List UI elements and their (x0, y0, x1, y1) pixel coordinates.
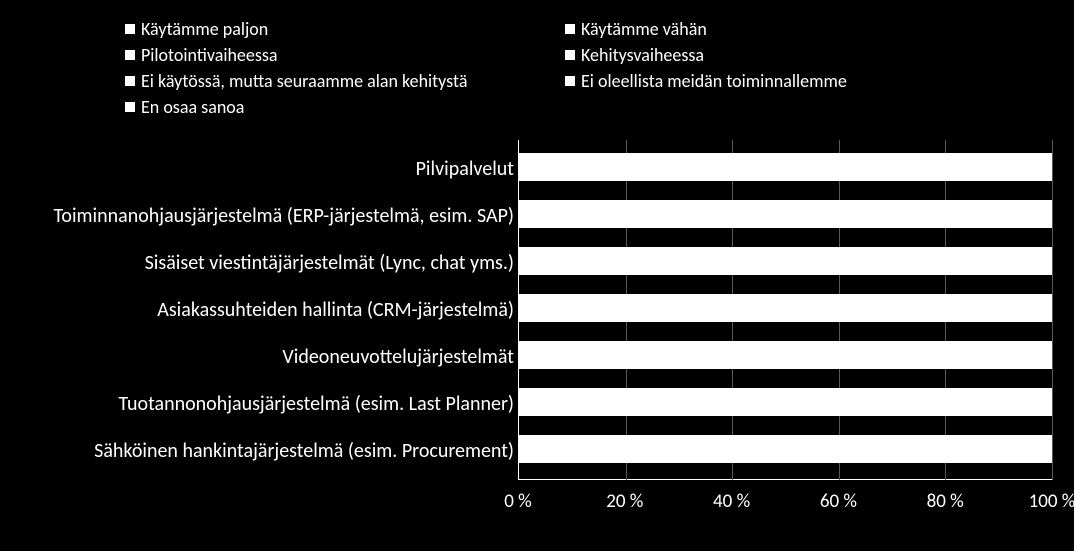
chart-bar (519, 153, 1052, 181)
legend-marker-icon (125, 24, 135, 34)
category-label: Sähköinen hankintajärjestelmä (esim. Pro… (0, 440, 514, 462)
x-axis-tick: 80 % (915, 490, 975, 513)
legend-item: En osaa sanoa (125, 96, 545, 118)
category-label: Asiakassuhteiden hallinta (CRM-järjestel… (0, 299, 514, 321)
legend-marker-icon (125, 102, 135, 112)
chart-bar (519, 388, 1052, 416)
legend-label: Ei käytössä, mutta seuraamme alan kehity… (141, 70, 467, 92)
legend-label: Ei oleellista meidän toiminnallemme (581, 70, 847, 92)
x-axis-tick: 60 % (808, 490, 868, 513)
x-axis-tick: 0 % (488, 490, 548, 513)
legend-marker-icon (565, 50, 575, 60)
chart-bar (519, 200, 1052, 228)
legend-marker-icon (125, 50, 135, 60)
chart-bar (519, 341, 1052, 369)
plot-area (518, 140, 1052, 480)
legend-marker-icon (565, 76, 575, 86)
legend-label: Käytämme paljon (141, 18, 268, 40)
x-axis-tick: 40 % (702, 490, 762, 513)
chart-bar (519, 247, 1052, 275)
category-label: Pilvipalvelut (0, 158, 514, 180)
category-label: Toiminnanohjausjärjestelmä (ERP-järjeste… (0, 205, 514, 227)
bar-chart: Pilvipalvelut Toiminnanohjausjärjestelmä… (0, 140, 1060, 540)
legend-label: Käytämme vähän (581, 18, 707, 40)
legend-item: Käytämme vähän (565, 18, 985, 40)
category-label: Videoneuvottelujärjestelmät (0, 346, 514, 368)
chart-bar (519, 294, 1052, 322)
legend-item: Pilotointivaiheessa (125, 44, 545, 66)
legend-item: Käytämme paljon (125, 18, 545, 40)
legend-item: Ei oleellista meidän toiminnallemme (565, 70, 985, 92)
legend-marker-icon (125, 76, 135, 86)
legend-label: Kehitysvaiheessa (581, 44, 704, 66)
legend-item: Kehitysvaiheessa (565, 44, 985, 66)
category-label: Sisäiset viestintäjärjestelmät (Lync, ch… (0, 252, 514, 274)
legend-label: Pilotointivaiheessa (141, 44, 278, 66)
category-label: Tuotannonohjausjärjestelmä (esim. Last P… (0, 393, 514, 415)
legend-label: En osaa sanoa (141, 96, 244, 118)
legend-item: Ei käytössä, mutta seuraamme alan kehity… (125, 70, 545, 92)
x-axis-tick: 20 % (595, 490, 655, 513)
gridline (1052, 140, 1053, 480)
chart-legend: Käytämme paljon Käytämme vähän Pilotoint… (125, 18, 1025, 122)
chart-bar (519, 435, 1052, 463)
x-axis-tick: 100 % (1022, 490, 1074, 513)
legend-marker-icon (565, 24, 575, 34)
